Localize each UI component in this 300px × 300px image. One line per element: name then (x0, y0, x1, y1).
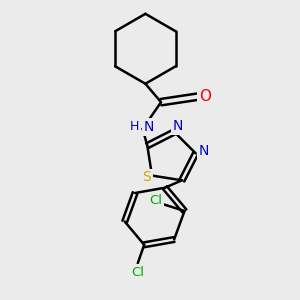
Text: N: N (173, 119, 183, 134)
Text: Cl: Cl (131, 266, 144, 279)
Text: O: O (199, 89, 211, 104)
Text: H: H (130, 121, 139, 134)
Text: N: N (199, 145, 209, 158)
Text: N: N (144, 120, 154, 134)
Text: Cl: Cl (149, 194, 163, 207)
Text: S: S (142, 170, 151, 184)
